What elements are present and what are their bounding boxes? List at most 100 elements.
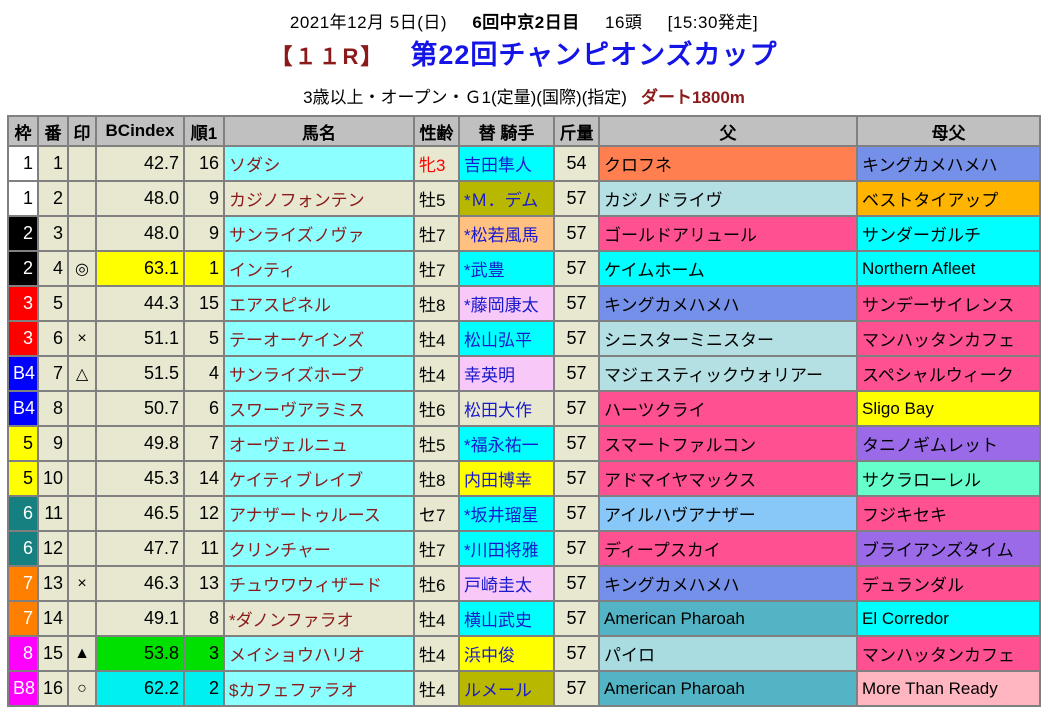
damsire-cell: Sligo Bay: [856, 390, 1041, 427]
table-row: 5 9 49.8 7 オーヴェルニュ 牡5 *福永祐一 57 スマートファルコン…: [7, 425, 1041, 462]
rank-cell: 13: [183, 565, 225, 602]
num-cell: 11: [37, 495, 69, 532]
bcindex-cell: 63.1: [95, 250, 185, 287]
jockey-cell: *松若風馬: [458, 215, 555, 252]
jockey-cell: *Ｍ．デム: [458, 180, 555, 217]
sire-cell: マジェスティックウォリアー: [598, 355, 858, 392]
damsire-cell: キングカメハメハ: [856, 145, 1041, 182]
sexage-cell: 牡4: [413, 635, 460, 672]
sexage-cell: 牝3: [413, 145, 460, 182]
table-row: 2 4 ◎ 63.1 1 インティ 牡7 *武豊 57 ケイムホーム North…: [7, 250, 1041, 287]
col-header-sexage: 性齢: [413, 115, 460, 147]
horse-name-cell: インティ: [223, 250, 415, 287]
rank-cell: 5: [183, 320, 225, 357]
waku-cell: 8: [7, 635, 39, 672]
weight-cell: 57: [553, 285, 600, 322]
col-header-waku: 枠: [7, 115, 39, 147]
weight-cell: 57: [553, 495, 600, 532]
horse-name-cell: ケイティブレイブ: [223, 460, 415, 497]
bcindex-cell: 49.8: [95, 425, 185, 462]
sire-cell: ケイムホーム: [598, 250, 858, 287]
race-name: 第22回チャンピオンズカップ: [410, 40, 778, 70]
horse-name-cell: カジノフォンテン: [223, 180, 415, 217]
table-row: B8 16 ○ 62.2 2 $カフェファラオ 牡4 ルメール 57 Ameri…: [7, 670, 1041, 707]
rank-cell: 8: [183, 600, 225, 637]
sire-cell: クロフネ: [598, 145, 858, 182]
mark-cell: [67, 215, 97, 252]
horse-name-cell: スワーヴアラミス: [223, 390, 415, 427]
num-cell: 12: [37, 530, 69, 567]
table-row: 7 14 49.1 8 *ダノンファラオ 牡4 横山武史 57 American…: [7, 600, 1041, 637]
waku-cell: 3: [7, 285, 39, 322]
horse-name-cell: クリンチャー: [223, 530, 415, 567]
sire-cell: アドマイヤマックス: [598, 460, 858, 497]
damsire-cell: マンハッタンカフェ: [856, 320, 1041, 357]
rank-cell: 9: [183, 180, 225, 217]
course-distance: ダート1800m: [640, 88, 745, 107]
jockey-cell: 戸崎圭太: [458, 565, 555, 602]
mark-cell: [67, 180, 97, 217]
num-cell: 4: [37, 250, 69, 287]
jockey-cell: 浜中俊: [458, 635, 555, 672]
weight-cell: 57: [553, 215, 600, 252]
mark-cell: [67, 600, 97, 637]
mark-cell: [67, 495, 97, 532]
num-cell: 5: [37, 285, 69, 322]
sexage-cell: 牡7: [413, 530, 460, 567]
num-cell: 6: [37, 320, 69, 357]
damsire-cell: El Corredor: [856, 600, 1041, 637]
race-number: 【１１R】: [270, 44, 385, 69]
rank-cell: 15: [183, 285, 225, 322]
horse-name-cell: メイショウハリオ: [223, 635, 415, 672]
sexage-cell: 牡4: [413, 600, 460, 637]
weight-cell: 57: [553, 530, 600, 567]
race-date-line: 2021年12月 5日(日) 6回中京2日目 16頭 [15:30発走]: [0, 0, 1048, 33]
sexage-cell: 牡8: [413, 460, 460, 497]
horse-name-cell: *ダノンファラオ: [223, 600, 415, 637]
num-cell: 16: [37, 670, 69, 707]
race-title-line: 【１１R】 第22回チャンピオンズカップ: [0, 39, 1048, 76]
damsire-cell: サクラローレル: [856, 460, 1041, 497]
bcindex-cell: 44.3: [95, 285, 185, 322]
mark-cell: [67, 460, 97, 497]
sexage-cell: 牡7: [413, 215, 460, 252]
mark-cell: [67, 390, 97, 427]
weight-cell: 57: [553, 355, 600, 392]
table-row: 2 3 48.0 9 サンライズノヴァ 牡7 *松若風馬 57 ゴールドアリュー…: [7, 215, 1041, 252]
weight-cell: 54: [553, 145, 600, 182]
jockey-cell: 松山弘平: [458, 320, 555, 357]
table-row: 1 2 48.0 9 カジノフォンテン 牡5 *Ｍ．デム 57 カジノドライヴ …: [7, 180, 1041, 217]
rank-cell: 14: [183, 460, 225, 497]
table-row: 1 1 42.7 16 ソダシ 牝3 吉田隼人 54 クロフネ キングカメハメハ: [7, 145, 1041, 182]
horse-name-cell: チュウワウィザード: [223, 565, 415, 602]
sexage-cell: 牡4: [413, 320, 460, 357]
rank-cell: 16: [183, 145, 225, 182]
bcindex-cell: 46.3: [95, 565, 185, 602]
col-header-damsire: 母父: [856, 115, 1041, 147]
damsire-cell: フジキセキ: [856, 495, 1041, 532]
sire-cell: カジノドライヴ: [598, 180, 858, 217]
mark-cell: △: [67, 355, 97, 392]
sexage-cell: 牡4: [413, 355, 460, 392]
mark-cell: [67, 145, 97, 182]
col-header-mark: 印: [67, 115, 97, 147]
damsire-cell: ブライアンズタイム: [856, 530, 1041, 567]
rank-cell: 4: [183, 355, 225, 392]
sire-cell: キングカメハメハ: [598, 565, 858, 602]
damsire-cell: スペシャルウィーク: [856, 355, 1041, 392]
bcindex-cell: 45.3: [95, 460, 185, 497]
bcindex-cell: 46.5: [95, 495, 185, 532]
horse-name-cell: テーオーケインズ: [223, 320, 415, 357]
damsire-cell: Northern Afleet: [856, 250, 1041, 287]
waku-cell: 6: [7, 530, 39, 567]
jockey-cell: *福永祐一: [458, 425, 555, 462]
sire-cell: ゴールドアリュール: [598, 215, 858, 252]
table-row: B4 8 50.7 6 スワーヴアラミス 牡6 松田大作 57 ハーツクライ S…: [7, 390, 1041, 427]
waku-cell: 5: [7, 460, 39, 497]
jockey-cell: *坂井瑠星: [458, 495, 555, 532]
damsire-cell: More Than Ready: [856, 670, 1041, 707]
horse-name-cell: ソダシ: [223, 145, 415, 182]
sire-cell: American Pharoah: [598, 600, 858, 637]
waku-cell: B8: [7, 670, 39, 707]
sexage-cell: 牡6: [413, 390, 460, 427]
